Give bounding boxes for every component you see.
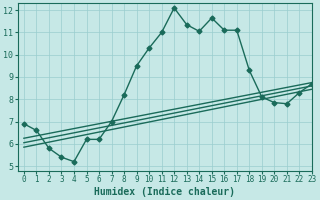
X-axis label: Humidex (Indice chaleur): Humidex (Indice chaleur) bbox=[94, 186, 235, 197]
